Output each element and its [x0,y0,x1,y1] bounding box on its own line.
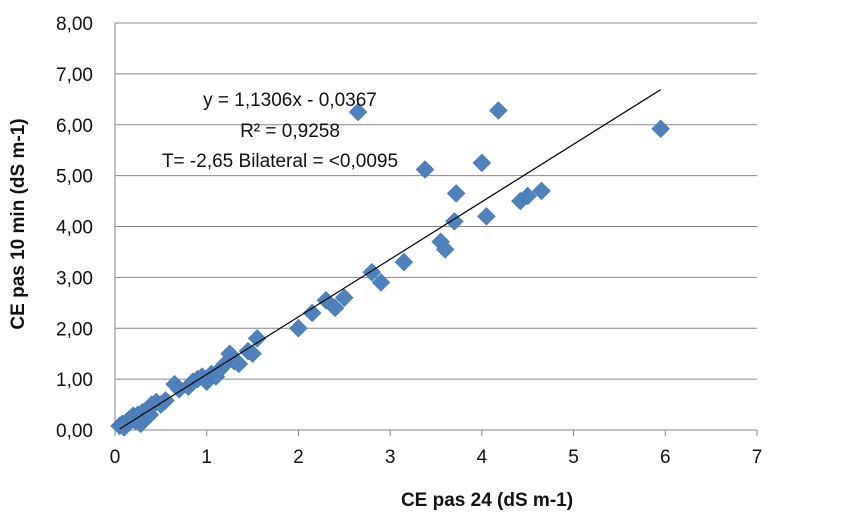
y-tick-label: 7,00 [56,65,93,86]
y-tick-label: 5,00 [56,167,93,188]
data-point [371,273,391,292]
x-tick-labels: 0 1 2 3 4 5 6 7 [110,447,763,468]
data-point [518,186,538,206]
x-tick-label: 0 [110,447,121,468]
y-tick-label: 6,00 [56,116,93,137]
data-point [229,354,249,374]
data-point [415,160,435,179]
data-point [472,153,492,173]
y-tick-label: 3,00 [56,268,93,289]
data-point [435,240,455,259]
y-tick-labels: 0,00 1,00 2,00 3,00 4,00 5,00 6,00 7,00 8,00 [56,14,93,442]
data-point [446,184,466,203]
data-point [348,102,368,122]
data-point [302,303,322,323]
data-point [334,288,354,308]
x-tick-label: 6 [660,447,671,468]
data-point [247,329,267,348]
data-point [325,298,345,318]
x-tick-label: 7 [752,447,763,468]
t-test-annotation: T= -2,65 Bilateral = <0,0095 [162,151,398,172]
data-point [394,252,414,272]
x-tick-label: 2 [293,447,304,468]
y-tick-label: 8,00 [56,14,93,35]
y-tick-label: 4,00 [56,218,93,239]
equation-annotation: y = 1,1306x - 0,0367 [203,90,377,111]
data-points [110,101,671,437]
y-tick-label: 2,00 [56,319,93,340]
x-tick-label: 1 [201,447,212,468]
x-tick-label: 5 [568,447,579,468]
y-axis-title: CE pas 10 min (dS m-1) [8,118,29,329]
data-point [289,318,308,338]
data-point [532,181,551,201]
x-tick-label: 3 [385,447,396,468]
trendline [119,89,662,430]
data-point [243,344,262,364]
data-point [651,119,671,139]
axes [114,23,758,436]
x-tick-label: 4 [477,447,488,468]
x-axis-title: CE pas 24 (dS m-1) [401,490,573,511]
r-squared-annotation: R² = 0,9258 [240,121,340,142]
y-tick-label: 0,00 [56,421,93,442]
data-point [477,206,496,226]
y-tick-label: 1,00 [56,370,93,391]
data-point [489,101,508,120]
